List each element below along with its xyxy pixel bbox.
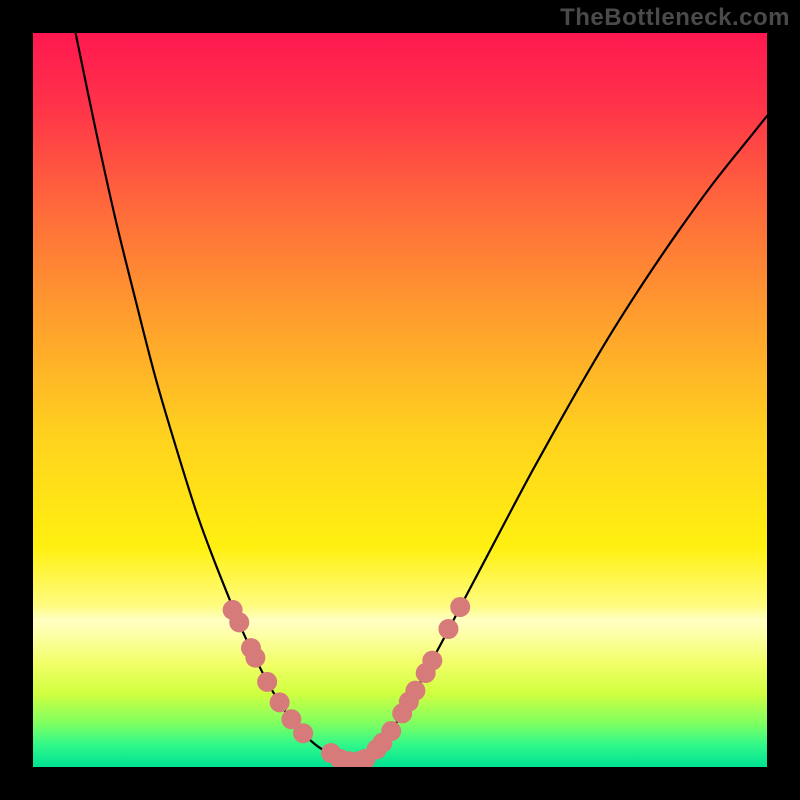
- data-point: [257, 672, 277, 692]
- data-point: [422, 651, 442, 671]
- data-point: [450, 597, 470, 617]
- data-point: [438, 619, 458, 639]
- data-point: [381, 721, 401, 741]
- data-point: [229, 612, 249, 632]
- bottleneck-chart: [33, 33, 767, 767]
- data-point: [293, 723, 313, 743]
- attribution-text: TheBottleneck.com: [560, 4, 790, 32]
- data-point: [405, 681, 425, 701]
- gradient-background: [33, 33, 767, 767]
- data-point: [245, 648, 265, 668]
- data-point: [270, 692, 290, 712]
